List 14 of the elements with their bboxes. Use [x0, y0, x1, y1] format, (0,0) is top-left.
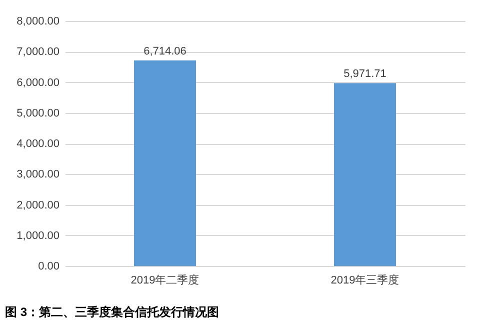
data-label: 6,714.06: [144, 45, 186, 58]
y-tick-label: 8,000.00: [16, 16, 60, 28]
x-tick-label: 2019年二季度: [130, 274, 200, 286]
data-label: 5,971.71: [344, 68, 386, 80]
y-tick-label: 6,000.00: [16, 76, 60, 89]
y-tick-label: 7,000.00: [16, 46, 60, 58]
y-tick-label: 1,000.00: [16, 230, 60, 242]
text: 图 3：第二、三季度集合信托发行情况图: [5, 305, 220, 319]
x-tick-label: 2019年三季度: [330, 274, 400, 286]
y-tick-label: 2,000.00: [16, 199, 60, 212]
y-tick-label: 4,000.00: [16, 138, 60, 150]
y-tick-label: 0.00: [38, 260, 60, 272]
y-tick-label: 5,000.00: [16, 107, 60, 120]
y-tick-label: 3,000.00: [16, 168, 60, 181]
